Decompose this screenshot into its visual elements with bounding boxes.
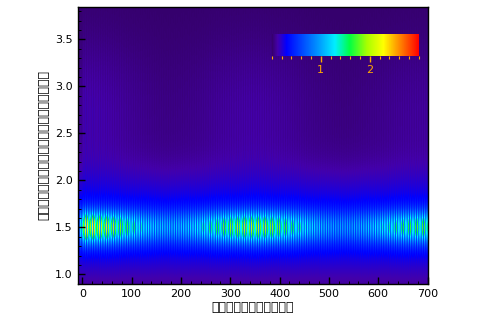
Y-axis label: 水素イオンの運動エネルギー［電子ボルト］: 水素イオンの運動エネルギー［電子ボルト］ [38,70,51,220]
X-axis label: 遅延時間［フェムト秒］: 遅延時間［フェムト秒］ [211,301,294,314]
